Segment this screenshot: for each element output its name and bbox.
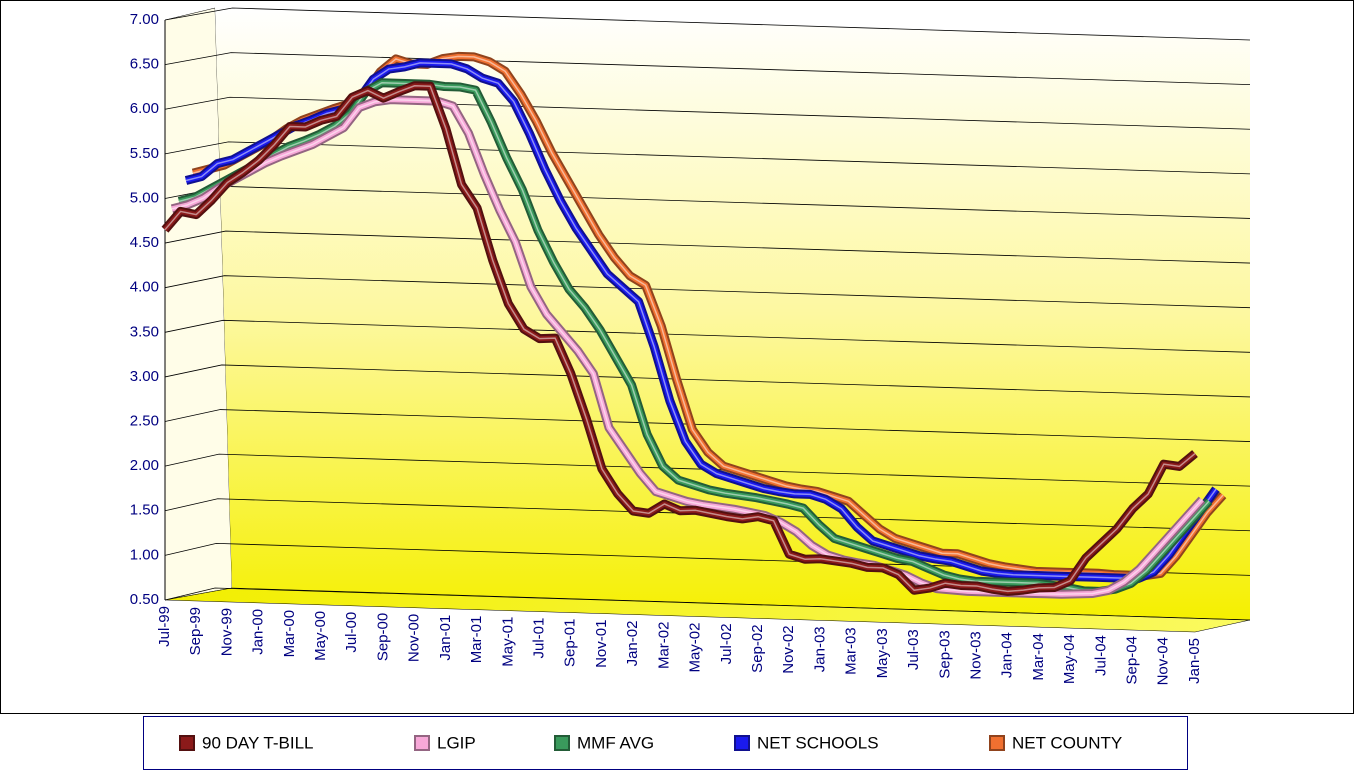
legend-swatch (414, 735, 430, 751)
x-tick-label: Jan-01 (437, 615, 454, 661)
x-tick-label: May-03 (874, 628, 891, 678)
x-tick-label: Jan-00 (250, 609, 267, 655)
grid-line (164, 7, 1251, 41)
x-tick-label: Sep-02 (749, 624, 766, 672)
x-tick-label: Nov-01 (593, 620, 610, 668)
legend-label: MMF AVG (577, 733, 654, 752)
y-tick-label: 3.00 (130, 368, 159, 385)
y-tick-label: 6.50 (130, 56, 159, 73)
legend-label: NET COUNTY (1012, 733, 1122, 752)
grid-line (164, 587, 1251, 621)
x-tick-label: Mar-02 (655, 622, 672, 670)
y-tick-label: 6.00 (130, 100, 159, 117)
x-tick-label: Sep-01 (562, 619, 579, 667)
legend-swatch (734, 735, 750, 751)
x-tick-label: May-02 (687, 622, 704, 672)
grid-line (164, 230, 1251, 264)
x-tick-label: Mar-01 (468, 616, 485, 664)
grid-line (164, 542, 1251, 576)
y-tick-label: 2.50 (130, 413, 159, 430)
grid-line (164, 409, 1251, 442)
x-tick-label: Nov-00 (406, 614, 423, 662)
y-tick-label: 5.50 (130, 145, 159, 162)
legend-label: 90 DAY T-BILL (202, 733, 314, 752)
x-tick-label: Sep-00 (374, 613, 391, 661)
x-tick-label: Nov-02 (780, 625, 797, 673)
x-tick-label: Sep-99 (187, 607, 204, 655)
x-tick-label: Jan-05 (1186, 638, 1203, 684)
grid-line (164, 141, 1251, 175)
y-tick-label: 5.00 (130, 189, 159, 206)
x-tick-label: Sep-03 (936, 630, 953, 678)
x-tick-label: Sep-04 (1124, 636, 1141, 684)
y-tick-label: 2.00 (130, 457, 159, 474)
x-tick-label: Jul-03 (905, 629, 922, 670)
y-tick-label: 3.50 (130, 323, 159, 340)
y-tick-label: 4.50 (130, 234, 159, 251)
grid-line (164, 275, 1251, 309)
x-tick-label: Jan-03 (811, 626, 828, 672)
legend-swatch (554, 735, 570, 751)
x-tick-label: May-04 (1061, 634, 1078, 684)
grid-line (164, 364, 1251, 398)
y-tick-label: 1.50 (130, 502, 159, 519)
legend-label: LGIP (437, 733, 476, 752)
grid-line (164, 453, 1251, 487)
legend-swatch (989, 735, 1005, 751)
legend-label: NET SCHOOLS (757, 733, 879, 752)
x-tick-label: Jul-04 (1092, 635, 1109, 676)
grid-line (164, 52, 1251, 86)
x-tick-label: Jan-02 (624, 621, 641, 667)
legend-swatch (179, 735, 195, 751)
x-tick-label: Jul-01 (531, 618, 548, 659)
grid-line (164, 498, 1251, 532)
back-wall (215, 8, 1250, 620)
x-tick-label: Jul-99 (156, 606, 173, 647)
grid-line (164, 96, 1251, 130)
x-tick-label: Nov-03 (967, 631, 984, 679)
x-tick-label: May-00 (312, 611, 329, 661)
grid-line (164, 319, 1251, 353)
x-tick-label: Mar-00 (281, 610, 298, 658)
x-tick-label: Jul-00 (343, 612, 360, 653)
x-tick-label: Mar-04 (1030, 633, 1047, 681)
x-tick-label: Jul-02 (718, 623, 735, 664)
y-tick-label: 7.00 (130, 11, 159, 28)
x-tick-label: Jan-04 (999, 632, 1016, 678)
y-tick-label: 0.50 (130, 591, 159, 608)
y-tick-label: 1.00 (130, 546, 159, 563)
x-tick-label: Nov-99 (218, 608, 235, 656)
x-tick-label: Nov-04 (1155, 637, 1172, 685)
y-tick-label: 4.00 (130, 279, 159, 296)
series-line-highlight (164, 85, 1196, 593)
x-tick-label: Mar-03 (843, 627, 860, 675)
legend (143, 716, 1188, 770)
x-tick-label: May-01 (499, 617, 516, 667)
